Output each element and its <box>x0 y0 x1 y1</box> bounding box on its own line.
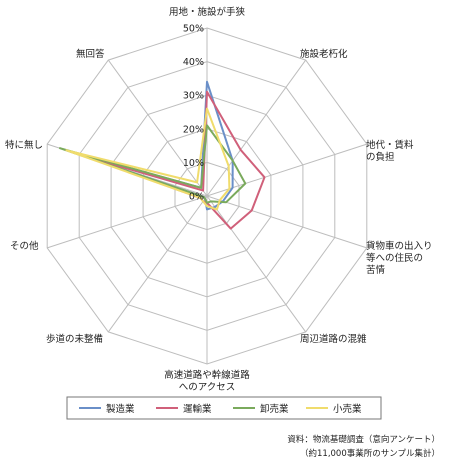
legend-label: 運輸業 <box>183 403 212 415</box>
legend-label: 製造業 <box>106 403 135 415</box>
legend-label: 小売業 <box>333 403 362 415</box>
source-note: 資料：物流基礎調査（意向アンケート） <box>287 434 440 445</box>
series-line <box>65 107 231 211</box>
legend-label: 卸売業 <box>260 403 289 415</box>
category-label: 地代・賃料 <box>366 139 414 151</box>
grid-spoke <box>107 195 208 333</box>
series-line <box>59 124 247 204</box>
category-label: の負担 <box>366 151 395 163</box>
category-label: 歩道の未整備 <box>46 333 103 345</box>
category-label: 無回答 <box>76 48 105 60</box>
tick-label: 10% <box>183 158 204 169</box>
legend-box <box>66 396 382 420</box>
category-label: 特に無し <box>5 139 43 151</box>
category-label: 苦情 <box>366 264 386 276</box>
tick-label: 20% <box>183 124 204 135</box>
tick-label: 0% <box>189 192 204 203</box>
category-label: 用地・施設が手狭 <box>169 6 246 18</box>
tick-label: 50% <box>183 24 204 35</box>
grid-spoke <box>47 195 208 249</box>
grid-spoke <box>206 195 367 249</box>
tick-label: 40% <box>183 57 204 68</box>
source-note-sample: （約11,000事業所のサンプル集計） <box>300 448 440 459</box>
grid-spoke <box>206 143 367 197</box>
category-label: 貨物車の出入り <box>366 240 433 252</box>
grid-spoke <box>206 59 307 197</box>
category-label: 施設老朽化 <box>300 48 348 60</box>
category-label: 等への住民の <box>366 252 423 264</box>
series-line <box>71 80 234 211</box>
category-label: へのアクセス <box>179 382 236 393</box>
category-label: その他 <box>10 240 39 252</box>
category-label: 高速道路や幹線道路 <box>164 369 250 381</box>
grid-spoke <box>206 195 307 333</box>
category-label: 周辺道路の混雑 <box>300 333 367 345</box>
grid-spoke <box>107 59 208 197</box>
tick-label: 30% <box>183 91 204 102</box>
